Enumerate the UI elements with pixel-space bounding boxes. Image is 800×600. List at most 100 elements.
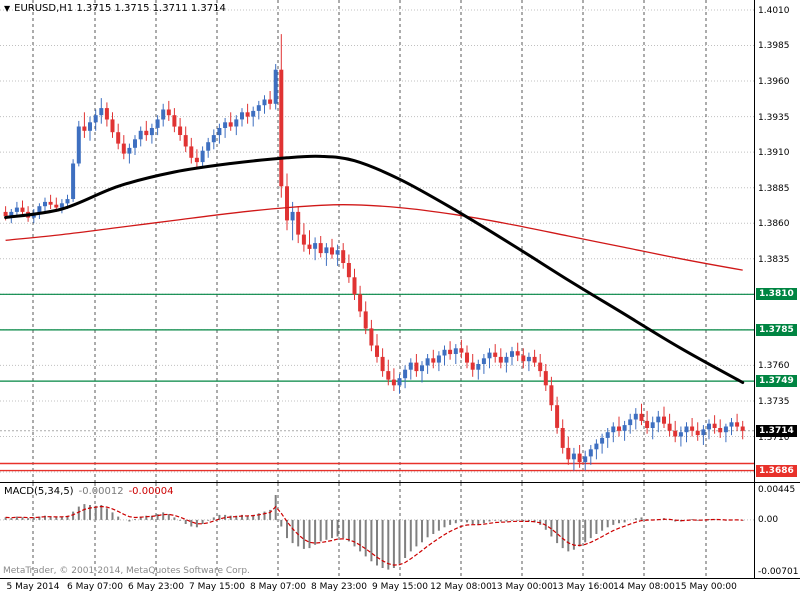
- price-tick-label: 1.3960: [758, 77, 790, 87]
- candle-body: [448, 349, 453, 355]
- candle-body: [313, 243, 318, 249]
- candle-body: [228, 122, 233, 127]
- candle-body: [3, 211, 8, 217]
- candle-body: [206, 142, 211, 151]
- candle-body: [594, 443, 599, 450]
- candle-body: [217, 128, 222, 136]
- macd-indicator-pane[interactable]: [0, 483, 754, 578]
- candle-body: [200, 150, 205, 163]
- time-axis-label: 13 May 00:00: [491, 582, 553, 592]
- candle-body: [397, 378, 402, 386]
- price-tick-label: 1.4010: [758, 6, 790, 16]
- price-tick-label: 1.3735: [758, 397, 790, 407]
- candle-body: [515, 351, 520, 356]
- price-level-label-green: 1.3810: [756, 288, 797, 300]
- candle-body: [121, 143, 126, 154]
- candle-body: [104, 108, 109, 120]
- candle-body: [290, 211, 295, 221]
- candle-body: [526, 356, 531, 362]
- time-axis-label: 6 May 07:00: [67, 582, 123, 592]
- price-level-label-green: 1.3749: [756, 375, 797, 387]
- price-tick-label: 1.3910: [758, 148, 790, 158]
- candle-body: [723, 426, 728, 433]
- candle-body: [549, 385, 554, 406]
- time-axis-label: 6 May 23:00: [128, 582, 184, 592]
- candle-body: [166, 109, 171, 116]
- candle-body: [161, 109, 166, 120]
- price-level-label-green: 1.3785: [756, 324, 797, 336]
- candle-body: [498, 356, 503, 363]
- time-axis-label: 9 May 15:00: [372, 582, 428, 592]
- candle-body: [740, 426, 745, 431]
- candle-body: [149, 128, 154, 136]
- candle-body: [14, 207, 19, 212]
- candle-body: [93, 115, 98, 123]
- candle-body: [245, 112, 250, 117]
- candle-body: [363, 311, 368, 329]
- candle-body: [59, 203, 64, 208]
- candle-body: [352, 277, 357, 295]
- candle-body: [718, 428, 723, 433]
- candle-body: [493, 352, 498, 357]
- candle-body: [341, 250, 346, 263]
- candle-body: [324, 247, 329, 254]
- price-level-label-red: 1.3686: [756, 465, 797, 477]
- candle-body: [571, 453, 576, 460]
- candle-body: [76, 126, 81, 164]
- candle-body: [673, 430, 678, 437]
- time-axis-label: 8 May 23:00: [311, 582, 367, 592]
- candle-body: [20, 207, 25, 212]
- candle-body: [566, 447, 571, 460]
- candle-body: [273, 69, 278, 104]
- time-axis-label: 8 May 07:00: [250, 582, 306, 592]
- candle-body: [380, 356, 385, 372]
- candle-body: [296, 211, 301, 235]
- candle-body: [318, 243, 323, 254]
- candle-body: [465, 352, 469, 363]
- macd-axis: 0.00445 0.00 -0.00701: [755, 483, 800, 578]
- candle-body: [707, 423, 711, 430]
- candle-body: [504, 356, 509, 363]
- chart-dropdown-icon[interactable]: ▼: [4, 4, 11, 13]
- candle-body: [9, 211, 14, 217]
- candle-body: [560, 428, 565, 448]
- price-chart-pane[interactable]: [0, 0, 754, 482]
- candle-body: [116, 132, 121, 144]
- candle-body: [431, 358, 436, 363]
- price-tick-label: 1.3860: [758, 219, 790, 229]
- candle-body: [470, 362, 475, 370]
- candle-body: [695, 430, 700, 436]
- candle-body: [110, 119, 115, 133]
- candle-body: [256, 105, 261, 111]
- candle-body: [684, 426, 689, 433]
- candle-body: [358, 294, 363, 312]
- time-axis-label: 5 May 2014: [6, 582, 60, 592]
- time-axis[interactable]: 5 May 2014 6 May 07:00 6 May 23:00 7 May 15…: [0, 580, 754, 600]
- candle-body: [459, 348, 464, 353]
- candle-body: [88, 122, 92, 131]
- ma-fast-black-line: [4, 154, 745, 384]
- candle-body: [555, 405, 560, 428]
- candle-body: [453, 348, 458, 354]
- candle-body: [99, 108, 104, 116]
- candle-body: [403, 369, 408, 379]
- candle-body: [178, 126, 183, 135]
- candle-body: [262, 99, 267, 106]
- candle-body: [442, 349, 447, 356]
- candle-body: [138, 130, 143, 140]
- price-tick-label: 1.3985: [758, 41, 790, 51]
- candle-body: [279, 69, 284, 187]
- candle-body: [65, 199, 70, 204]
- candle-body: [521, 355, 526, 362]
- candle-body: [538, 362, 543, 372]
- candle-body: [391, 379, 396, 386]
- candle-body: [701, 429, 706, 436]
- symbol-ohlc-text: EURUSD,H1 1.3715 1.3715 1.3711 1.3714: [14, 3, 226, 14]
- chart-bottom-border: [0, 578, 800, 579]
- candle-body: [307, 244, 312, 249]
- candle-body: [729, 422, 734, 427]
- candle-body: [240, 112, 244, 120]
- price-axis[interactable]: 1.4010 1.3985 1.3960 1.3935 1.3910 1.3885 1.38…: [755, 0, 800, 578]
- candle-body: [425, 358, 430, 366]
- candle-body: [487, 352, 492, 359]
